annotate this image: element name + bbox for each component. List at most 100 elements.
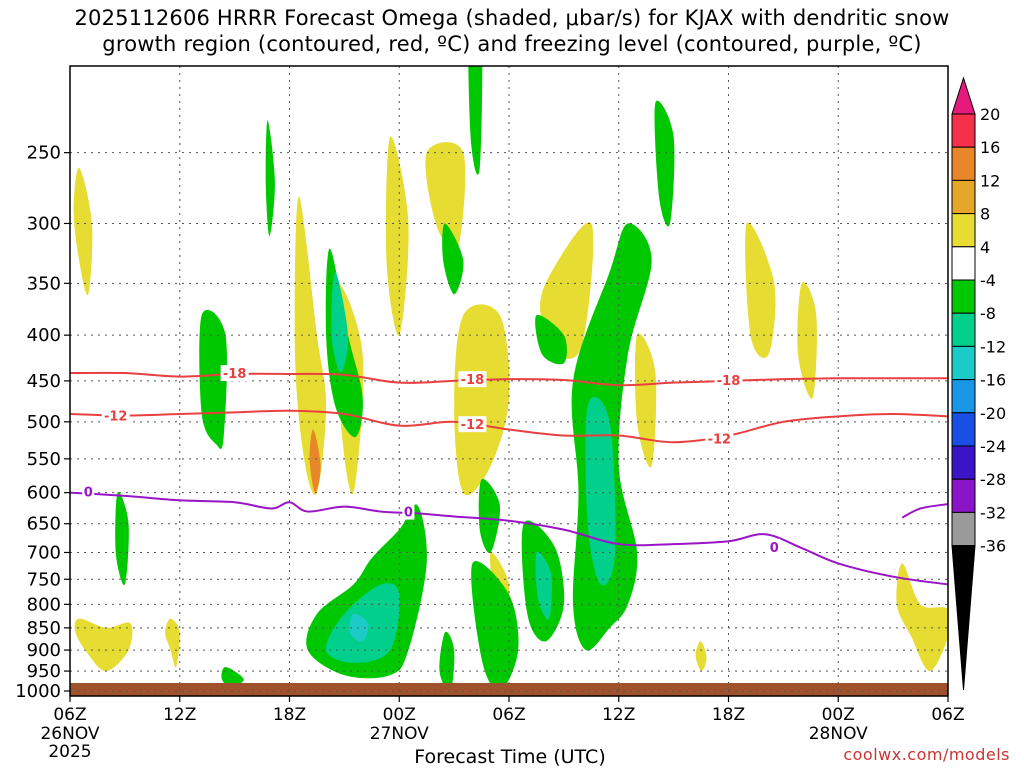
omega-region-32 (331, 272, 349, 373)
y-tick-label-2: 350 (27, 273, 61, 294)
omega-region-9 (634, 333, 657, 468)
omega-region-24 (478, 478, 501, 554)
contour-label-bg-2-2 (768, 538, 781, 555)
colorbar-top-arrow (951, 76, 976, 115)
omega-region-17 (199, 309, 227, 450)
contour-label-bg-1-0 (101, 407, 130, 424)
omega-region-3 (294, 196, 327, 495)
contour-label-1-2: -12 (708, 433, 732, 448)
y-tick-label-15: 1000 (15, 681, 61, 702)
x-tick-label-6: 18Z (712, 705, 745, 725)
omega-region-25 (471, 560, 519, 692)
y-tick-label-0: 250 (27, 143, 61, 164)
colorbar-band-12 (951, 511, 976, 547)
contour-label-bg-0-2 (714, 372, 743, 389)
colorbar-label-11: -28 (980, 470, 1006, 489)
omega-region-34 (535, 551, 553, 620)
colorbar-label-4: 4 (980, 238, 990, 257)
colorbar: 20 16 12 8 4 -4 -8 -12 -16 -20 -24 -28 -32 -36 (951, 76, 1006, 691)
omega-region-20 (442, 223, 464, 295)
y-tick-label-11: 800 (27, 594, 61, 615)
contour-label-bg-0-1 (458, 371, 487, 388)
colorbar-label-7: -12 (980, 337, 1006, 356)
colorbar-label-10: -24 (980, 437, 1006, 456)
x-tick-date-7: 28NOV (809, 724, 868, 744)
x-tick-label-1: 12Z (163, 705, 196, 725)
chart-title-line-2: growth region (contoured, red, ºC) and f… (102, 32, 922, 56)
colorbar-label-8: -16 (980, 371, 1006, 390)
x-tick-label-8: 06Z (931, 705, 964, 725)
contour-label-2-1: 0 (404, 506, 413, 521)
contour-label-bg-0-0 (220, 365, 249, 382)
omega-region-26 (535, 314, 567, 365)
y-axis-ticks: 2503003504004505005506006507007508008509… (15, 143, 70, 702)
colorbar-label-3: 8 (980, 205, 990, 224)
contour-line-1 (70, 409, 948, 444)
omega-region-18 (265, 120, 275, 237)
colorbar-band-8 (951, 379, 976, 414)
colorbar-band-1 (951, 146, 976, 181)
omega-region-11 (797, 282, 817, 399)
omega-region-21 (468, 66, 483, 175)
y-tick-label-6: 550 (27, 449, 61, 470)
y-tick-label-12: 850 (27, 618, 61, 639)
omega-region-23 (439, 631, 455, 692)
x-tick-date-0: 26NOV (40, 724, 99, 744)
omega-region-12 (896, 563, 948, 672)
x-axis-title: Forecast Time (UTC) (414, 746, 606, 768)
omega-region-16 (115, 491, 129, 586)
omega-region-10 (745, 222, 776, 358)
y-tick-label-13: 900 (27, 640, 61, 661)
omega-region-2 (165, 618, 180, 668)
omega-region-1 (74, 618, 133, 672)
x-tick-label-0: 06Z (53, 705, 86, 725)
contour-label-0-1: -18 (461, 373, 485, 388)
colorbar-band-5 (951, 279, 976, 314)
omega-region-30 (221, 666, 244, 688)
colorbar-band-7 (951, 345, 976, 381)
contour-label-2-0: 0 (84, 485, 93, 500)
colorbar-band-10 (951, 445, 976, 480)
y-tick-label-3: 400 (27, 325, 61, 346)
x-tick-date-3: 27NOV (370, 724, 429, 744)
omega-region-36 (309, 429, 321, 493)
omega-region-15 (695, 641, 707, 672)
x-tick-year-0: 2025 (48, 742, 91, 762)
y-tick-label-1: 300 (27, 213, 61, 234)
x-tick-label-3: 00Z (383, 705, 416, 725)
colorbar-band-3 (951, 213, 976, 248)
colorbar-bottom-arrow (951, 545, 976, 691)
contour-label-bg-1-2 (705, 430, 734, 447)
colorbar-band-6 (951, 312, 976, 347)
omega-region-0 (73, 167, 93, 296)
contour-label-1-0: -12 (104, 410, 128, 425)
omega-shaded-regions (73, 66, 948, 692)
colorbar-band-0 (951, 113, 976, 148)
x-tick-label-5: 12Z (602, 705, 635, 725)
y-tick-label-9: 700 (27, 542, 61, 563)
temperature-contours: -18 -18 -18 -12 -12 -12 0 0 0 (70, 365, 948, 586)
chart-title-line-1: 2025112606 HRRR Forecast Omega (shaded, … (74, 6, 950, 30)
colorbar-label-13: -36 (980, 537, 1006, 556)
x-tick-label-4: 06Z (492, 705, 525, 725)
colorbar-label-6: -8 (980, 304, 996, 323)
contour-label-bg-2-0 (82, 483, 95, 500)
colorbar-label-9: -20 (980, 404, 1006, 423)
colorbar-band-9 (951, 412, 976, 447)
contour-label-bg-2-1 (402, 503, 415, 520)
contour-line-2 (70, 491, 948, 586)
omega-region-5 (385, 136, 409, 336)
colorbar-label-0: 20 (980, 105, 1000, 124)
omega-region-29 (654, 100, 675, 227)
contour-label-bg-1-1 (458, 416, 487, 433)
y-tick-label-10: 750 (27, 569, 61, 590)
y-tick-label-14: 950 (27, 661, 61, 682)
colorbar-label-5: -4 (980, 271, 996, 290)
y-tick-label-5: 500 (27, 412, 61, 433)
colorbar-label-1: 16 (980, 138, 1000, 157)
contour-label-0-2: -18 (717, 374, 741, 389)
colorbar-label-2: 12 (980, 171, 1000, 190)
colorbar-band-4 (951, 246, 976, 281)
